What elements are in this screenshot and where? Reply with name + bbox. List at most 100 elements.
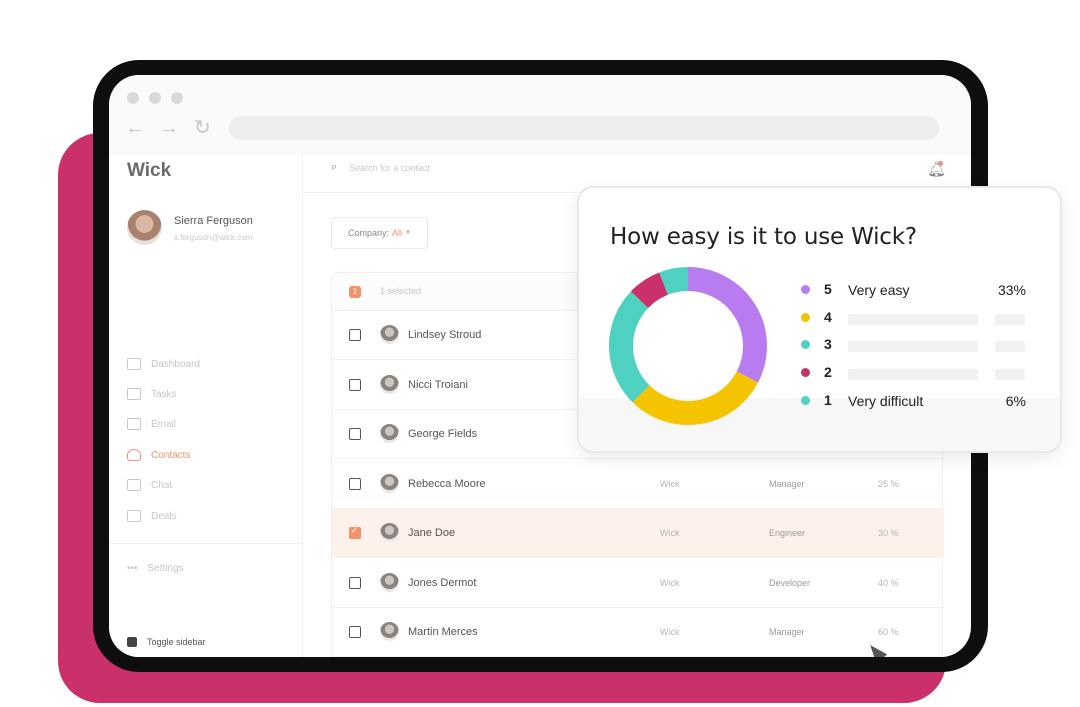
profile-name: Sierra Ferguson [174, 215, 253, 227]
donut-slice-2 [630, 272, 669, 309]
row-checkbox[interactable] [349, 428, 361, 440]
legend-color-dot [801, 312, 810, 322]
legend-rating: 1 [824, 391, 832, 408]
selection-label: 1 selected [380, 286, 422, 296]
row-checkbox[interactable] [349, 329, 361, 341]
survey-title: How easy is it to use Wick? [610, 224, 917, 250]
row-checkbox[interactable] [349, 576, 361, 589]
table-row[interactable]: Rebecca Moore Wick Manager 25 % [332, 460, 944, 509]
legend-row: 5 Very easy 33% [798, 280, 1028, 300]
notification-dot [938, 161, 943, 166]
sidebar-item-label: Dashboard [151, 358, 200, 370]
app-logo: Wick [127, 160, 172, 181]
sidebar-item-dashboard[interactable]: Dashboard [127, 356, 200, 372]
window-close-dot[interactable] [127, 92, 139, 104]
table-row[interactable]: Jane Doe Wick Engineer 30 % [332, 509, 944, 558]
legend-label: Very difficult [848, 392, 924, 409]
contact-name: Martin Merces [408, 626, 478, 638]
sidebar-toggle-icon [127, 637, 137, 647]
window-minimize-dot[interactable] [149, 92, 161, 104]
company-filter[interactable]: Company: All ▼ [331, 217, 428, 249]
legend-color-dot [801, 395, 810, 405]
sidebar-divider [109, 543, 303, 544]
avatar [380, 523, 399, 542]
donut-slice-5 [687, 267, 767, 383]
filter-label: Company: [348, 228, 390, 238]
address-bar[interactable] [229, 116, 939, 140]
avatar[interactable] [127, 210, 162, 245]
table-row[interactable]: George Fields [332, 410, 944, 459]
avatar [380, 374, 399, 394]
header-divider [109, 192, 971, 193]
sidebar-item-label: Chat [151, 479, 173, 491]
legend-label-placeholder [848, 313, 978, 325]
sidebar-item-contacts[interactable]: Contacts [127, 447, 190, 463]
contact-percent: 25 % [878, 478, 899, 489]
legend-color-dot [801, 285, 810, 294]
tasks-icon [127, 388, 141, 400]
filter-value: All [392, 228, 403, 238]
sidebar-item-deals[interactable]: Deals [127, 508, 177, 524]
legend-percent: 33% [997, 282, 1026, 298]
contacts-icon [127, 449, 141, 461]
row-checkbox[interactable] [349, 525, 361, 539]
sidebar-item-label: Deals [151, 510, 177, 522]
row-checkbox[interactable] [349, 477, 361, 490]
legend-label-placeholder [848, 341, 978, 353]
contact-percent: 60 % [878, 627, 899, 637]
toggle-sidebar-button[interactable]: Toggle sidebar [127, 637, 206, 647]
back-arrow-icon[interactable]: ← [125, 117, 145, 139]
legend-rating: 4 [824, 308, 832, 325]
sidebar-item-settings[interactable]: ••• Settings [127, 560, 184, 576]
legend-percent: 6% [1005, 392, 1026, 409]
chat-icon [127, 479, 141, 491]
contact-name: Rebecca Moore [408, 477, 486, 490]
sidebar-item-label: Email [151, 418, 177, 430]
contact-name: Nicci Troiani [408, 378, 468, 391]
contact-role: Developer [769, 577, 811, 588]
legend-row: 2 [798, 363, 1028, 383]
contact-percent: 40 % [878, 577, 899, 588]
table-row[interactable]: Martin Merces Wick Manager 60 % [332, 608, 944, 657]
row-checkbox[interactable] [349, 626, 361, 638]
donut-chart [609, 267, 767, 425]
legend-label: Very easy [848, 282, 910, 298]
legend-color-dot [801, 340, 810, 350]
sidebar-item-tasks[interactable]: Tasks [127, 386, 177, 402]
row-checkbox[interactable] [349, 378, 361, 391]
deals-icon [127, 510, 141, 522]
legend-percent-placeholder [995, 369, 1025, 381]
legend-label-placeholder [848, 369, 978, 381]
donut-slice-1 [659, 267, 689, 295]
legend-color-dot [801, 368, 810, 378]
contact-role: Manager [769, 478, 805, 489]
legend-percent-placeholder [995, 341, 1025, 353]
window-maximize-dot[interactable] [171, 92, 183, 104]
sidebar-item-chat[interactable]: Chat [127, 477, 172, 493]
legend-percent-placeholder [995, 313, 1025, 325]
legend-rating: 3 [824, 336, 832, 353]
avatar [380, 473, 399, 493]
search-bar[interactable]: ⌕ Search for a contact [331, 161, 430, 174]
avatar [380, 622, 399, 641]
reload-icon[interactable]: ↻ [194, 117, 211, 139]
selected-count-badge[interactable]: 1 [349, 286, 361, 298]
search-icon: ⌕ [331, 161, 338, 173]
toggle-sidebar-label: Toggle sidebar [147, 637, 206, 647]
forward-arrow-icon[interactable]: → [159, 117, 179, 139]
contact-name: Jones Dermot [408, 576, 477, 589]
contact-percent: 30 % [878, 528, 899, 538]
avatar [380, 572, 399, 592]
legend-row: 1 Very difficult 6% [798, 391, 1028, 411]
sidebar-item-email[interactable]: Email [127, 416, 176, 432]
search-input[interactable]: Search for a contact [349, 162, 430, 173]
bell-icon[interactable]: 🔔︎ [927, 161, 947, 178]
contact-name: George Fields [408, 428, 478, 440]
donut-slice-4 [632, 371, 758, 425]
sidebar-item-label: Tasks [151, 388, 177, 400]
contact-role: Engineer [769, 528, 806, 538]
table-row[interactable]: Jones Dermot Wick Developer 40 % [332, 559, 944, 608]
contact-company: Wick [660, 577, 680, 588]
browser-chrome: ← → ↻ [109, 75, 971, 155]
